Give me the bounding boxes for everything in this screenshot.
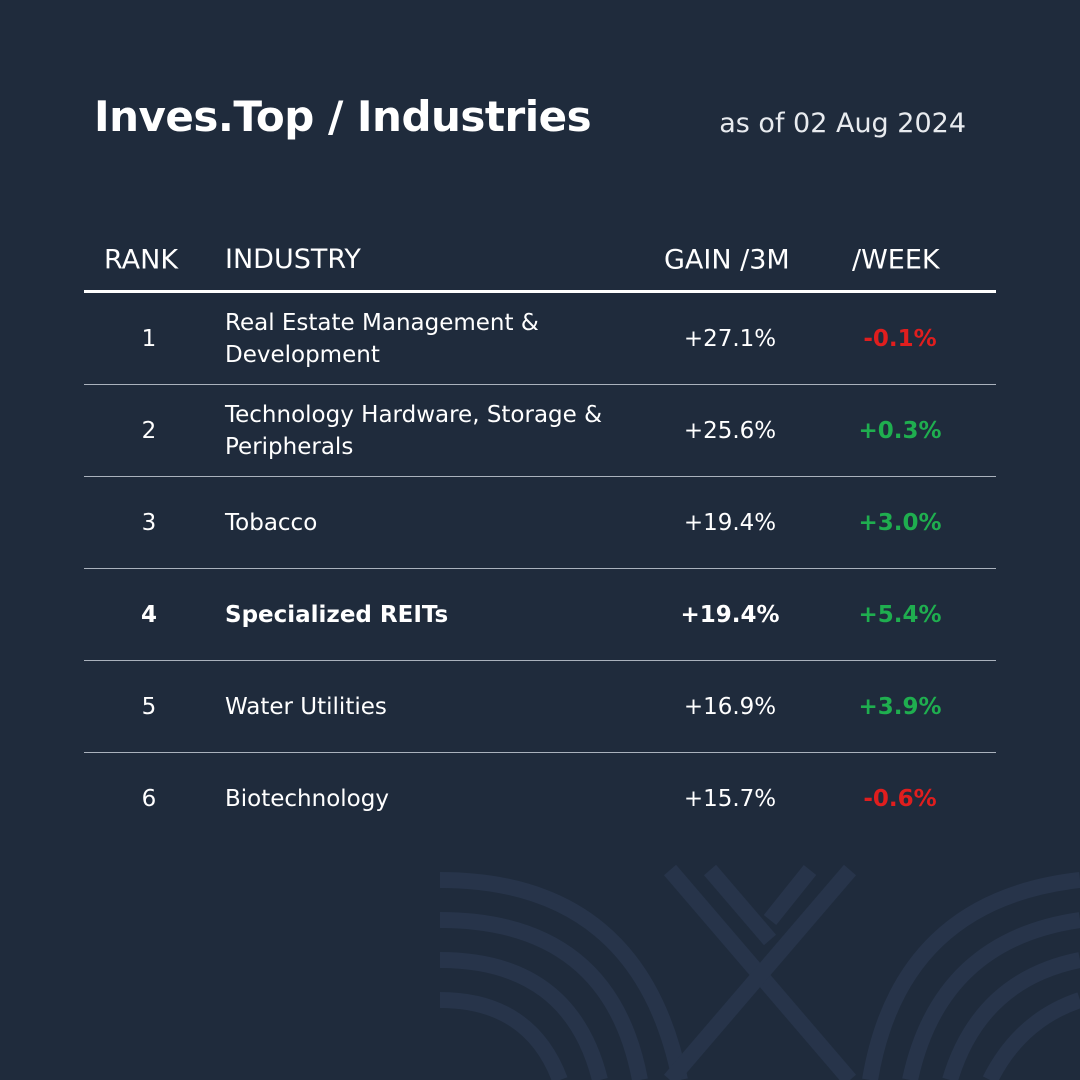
table: RANK INDUSTRY GAIN /3M /WEEK 1 Real Esta… bbox=[84, 230, 996, 844]
header-row: RANK INDUSTRY GAIN /3M /WEEK bbox=[84, 230, 996, 293]
row: 6 Biotechnology +15.7% -0.6% bbox=[84, 753, 996, 844]
industry: Technology Hardware, Storage & Periphera… bbox=[225, 401, 603, 460]
rank: 5 bbox=[141, 693, 157, 720]
rank: 4 bbox=[140, 601, 157, 628]
gain: +16.9% bbox=[683, 693, 777, 720]
date: as of 02 Aug 2024 bbox=[719, 108, 966, 139]
industry: Specialized REITs bbox=[225, 601, 449, 628]
week: -0.1% bbox=[863, 325, 937, 352]
week: +5.4% bbox=[858, 601, 942, 628]
week: +0.3% bbox=[858, 417, 942, 444]
column-header: RANK bbox=[104, 244, 179, 276]
gain: +27.1% bbox=[683, 325, 777, 352]
industry: Real Estate Management & Development bbox=[225, 309, 539, 368]
gain: +25.6% bbox=[683, 417, 777, 444]
row: 4 Specialized REITs +19.4% +5.4% bbox=[84, 569, 996, 661]
gain: +15.7% bbox=[683, 785, 777, 812]
title: Inves.Top / Industries bbox=[94, 92, 592, 141]
rank: 2 bbox=[141, 417, 157, 444]
decoration bbox=[440, 864, 1080, 1080]
row: 1 Real Estate Management & Development +… bbox=[84, 293, 996, 385]
industry: Biotechnology bbox=[225, 785, 389, 812]
industry: Tobacco bbox=[225, 509, 318, 536]
gain: +19.4% bbox=[680, 601, 780, 628]
row: 5 Water Utilities +16.9% +3.9% bbox=[84, 661, 996, 753]
week: +3.9% bbox=[858, 693, 942, 720]
rank: 3 bbox=[141, 509, 157, 536]
row: 2 Technology Hardware, Storage & Periphe… bbox=[84, 385, 996, 477]
column-header: INDUSTRY bbox=[225, 244, 361, 275]
column-header: GAIN /3M bbox=[664, 244, 790, 276]
row: 3 Tobacco +19.4% +3.0% bbox=[84, 477, 996, 569]
gain: +19.4% bbox=[683, 509, 777, 536]
week: -0.6% bbox=[863, 785, 937, 812]
industry: Water Utilities bbox=[225, 693, 387, 720]
rank: 6 bbox=[141, 785, 157, 812]
column-header: /WEEK bbox=[852, 244, 940, 276]
rank: 1 bbox=[141, 325, 157, 352]
week: +3.0% bbox=[858, 509, 942, 536]
